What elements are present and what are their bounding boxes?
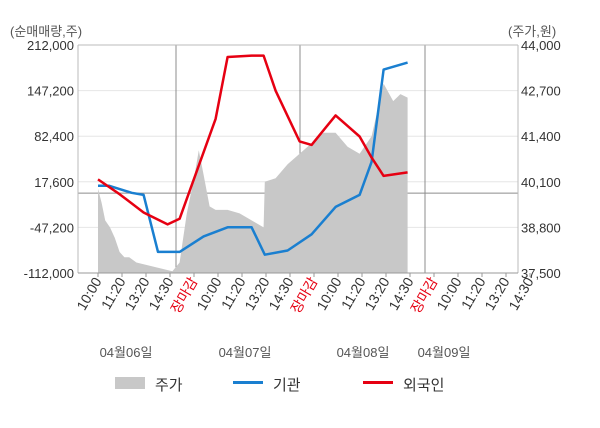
- left-y-tick-label: 147,200: [27, 84, 74, 99]
- date-label: 04월07일: [219, 345, 272, 360]
- x-axis-ticks: 10:0011:2013:2014:30장마감10:0011:2013:2014…: [73, 273, 537, 316]
- legend-swatch-line: [363, 381, 393, 384]
- left-axis-unit: (순매매량,주): [10, 24, 82, 39]
- right-y-tick-label: 38,800: [521, 220, 561, 235]
- legend-swatch-line: [233, 381, 263, 384]
- x-tick-label: 10:00: [193, 274, 224, 313]
- series-lines-layer: [97, 54, 408, 256]
- date-label: 04월09일: [418, 345, 471, 360]
- foreign-line: [97, 54, 408, 226]
- right-y-tick-label: 40,100: [521, 175, 561, 190]
- legend-label: 주가: [155, 377, 183, 394]
- left-y-tick-label: -47,200: [30, 220, 74, 235]
- price-area: [98, 83, 408, 273]
- institution-line: [98, 61, 408, 256]
- legend-label: 기관: [273, 377, 301, 394]
- left-y-tick-label: 17,600: [34, 175, 74, 190]
- legend-swatch-price: [115, 377, 145, 389]
- x-tick-label: 14:30: [505, 274, 536, 313]
- right-y-tick-label: 42,700: [521, 84, 561, 99]
- legend-label: 외국인: [403, 377, 444, 394]
- date-label: 04월06일: [100, 345, 153, 360]
- right-y-axis-ticks: 44,000 42,700 41,400 40,100 38,800 37,500: [521, 38, 561, 281]
- right-y-tick-label: 37,500: [521, 266, 561, 281]
- left-y-tick-label: 82,400: [34, 129, 74, 144]
- left-y-tick-label: -112,000: [24, 266, 74, 281]
- plot-frame: [77, 44, 519, 274]
- date-label: 04월08일: [337, 345, 390, 360]
- left-y-axis-ticks: 212,000 147,200 82,400 17,600 -47,200 -112,00…: [24, 38, 74, 281]
- price-area-layer: [98, 83, 408, 273]
- right-y-tick-label: 44,000: [521, 38, 561, 53]
- left-y-tick-label: 212,000: [27, 38, 74, 53]
- x-tick-label: 10:00: [433, 274, 464, 313]
- x-tick-label: 10:00: [313, 274, 344, 313]
- date-labels: 04월06일 04월07일 04월08일 04월09일: [100, 345, 471, 360]
- chart-legend: 주가 기관 외국인: [115, 377, 444, 394]
- x-tick-label: 10:00: [73, 274, 104, 313]
- right-y-tick-label: 41,400: [521, 129, 561, 144]
- right-axis-unit: (주가,원): [508, 24, 556, 39]
